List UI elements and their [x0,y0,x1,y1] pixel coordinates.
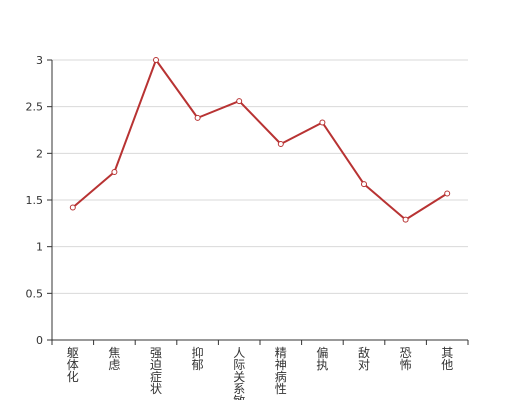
y-tick-label: 1.5 [26,194,44,207]
x-tick-label: 焦虑 [108,346,120,372]
x-tick-labels: 躯体化 焦虑 强迫症状 抑郁 人际关系敏感 精神病性 偏执 敌对 恐怖 其他 [67,345,453,404]
data-point[interactable] [361,181,367,188]
data-point[interactable] [444,190,451,197]
data-point[interactable] [319,119,326,126]
x-tick-label: 敌对 [358,345,370,372]
data-point[interactable] [277,141,284,147]
x-tick-label: 抑郁 [192,345,204,372]
y-tick-label: 2.5 [26,101,44,114]
y-tick-label: 0 [36,334,43,347]
x-tick-label: 偏执 [316,345,328,372]
y-tick-label: 2 [36,147,43,160]
series-line-0 [72,59,448,221]
x-tick-label: 精神病性 [275,346,287,396]
grid-lines [52,59,468,294]
y-tick-label: 0.5 [26,287,44,300]
x-tick-label: 躯体化 [67,345,79,384]
y-tick-label: 1 [36,241,43,254]
series-line [72,59,448,221]
data-point[interactable] [69,204,76,211]
data-point[interactable] [111,169,118,175]
data-point[interactable] [402,216,409,223]
x-tick-label: 恐怖 [400,346,412,372]
data-point[interactable] [194,114,201,121]
x-tick-label: 人际关系敏感 [233,346,245,400]
data-point[interactable] [153,57,159,63]
x-tick-label: 强迫症状 [150,346,162,396]
x-tick-label: 其他 [441,346,453,372]
y-tick-label: 3 [36,54,43,67]
axes [47,59,469,345]
y-tick-labels: 0 0.5 1 1.5 2 2.5 3 [26,54,44,347]
data-points [69,57,451,223]
data-point[interactable] [236,98,243,105]
